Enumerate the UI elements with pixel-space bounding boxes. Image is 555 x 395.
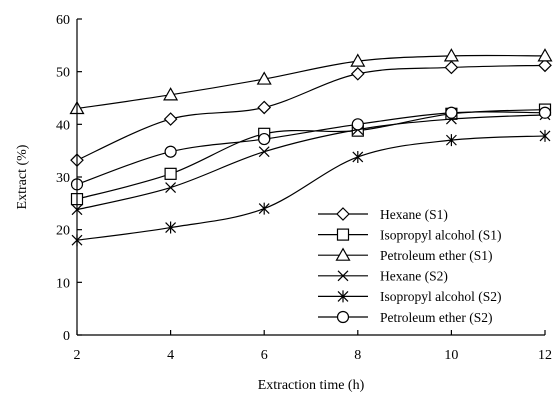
data-point-diamond-icon [257, 100, 272, 115]
data-point-circle-icon [538, 106, 552, 119]
series-line [76, 111, 546, 185]
series-4 [71, 109, 551, 216]
y-tick-label: 10 [56, 276, 70, 291]
data-point-asterisk-icon [258, 202, 270, 215]
series-2 [70, 103, 552, 206]
series-line [76, 54, 546, 110]
square-icon [336, 228, 350, 241]
data-point-triangle-icon [537, 48, 553, 62]
y-tick-label: 30 [56, 171, 70, 186]
data-point-triangle-icon [163, 87, 179, 101]
data-point-asterisk-icon [165, 221, 177, 234]
data-point-x-icon [165, 182, 177, 193]
data-point-diamond-icon [350, 66, 365, 81]
series-1 [70, 58, 552, 167]
x-icon [337, 270, 349, 282]
data-point-diamond-icon [163, 112, 178, 126]
x-tick-label: 12 [538, 348, 552, 363]
legend-label: Petroleum ether (S1) [380, 248, 492, 263]
legend-label: Isopropyl alcohol (S1) [380, 227, 501, 242]
data-point-diamond-icon [538, 58, 552, 73]
legend-entry: Petroleum ether (S2) [318, 310, 492, 325]
series-line [76, 114, 546, 211]
series-line [76, 135, 546, 241]
data-point-circle-icon [351, 118, 364, 131]
diamond-icon [336, 207, 350, 221]
x-tick-label: 6 [261, 348, 268, 363]
y-tick-label: 20 [56, 224, 70, 239]
data-point-asterisk-icon [352, 150, 364, 163]
x-tick-label: 8 [354, 348, 361, 363]
data-point-asterisk-icon [539, 129, 551, 142]
y-tick-label: 50 [56, 66, 70, 81]
y-axis-title: Extract (%) [15, 144, 30, 209]
data-point-asterisk-icon [445, 134, 457, 147]
series-line [76, 108, 546, 200]
data-point-circle-icon [258, 132, 271, 146]
data-point-diamond-icon [444, 60, 459, 75]
circle-icon [336, 310, 350, 324]
x-axis-title: Extraction time (h) [258, 378, 365, 393]
data-point-triangle-icon [443, 48, 459, 62]
legend-entry: Isopropyl alcohol (S1) [318, 227, 501, 242]
x-tick-label: 4 [167, 348, 174, 363]
data-point-circle-icon [445, 106, 458, 119]
series-3 [69, 48, 553, 115]
y-tick-label: 0 [63, 329, 70, 344]
series-line [76, 64, 546, 161]
legend-label: Hexane (S2) [380, 269, 448, 284]
asterisk-icon [337, 290, 349, 303]
legend-label: Hexane (S1) [380, 207, 448, 222]
legend-label: Isopropyl alcohol (S2) [380, 289, 501, 304]
data-point-square-icon [164, 167, 177, 180]
data-point-triangle-icon [256, 71, 272, 85]
data-point-x-icon [258, 146, 270, 158]
series-6 [70, 106, 552, 191]
legend-entry: Hexane (S2) [318, 269, 448, 284]
x-tick-label: 2 [74, 348, 81, 363]
data-point-circle-icon [164, 145, 177, 158]
triangle-icon [335, 247, 351, 261]
x-tick-label: 10 [444, 348, 458, 363]
data-point-triangle-icon [350, 53, 366, 67]
y-tick-label: 60 [56, 13, 70, 28]
axes: 2 4 6 8 10 12 0 10 20 30 40 50 60 Extraction time (h)… [15, 13, 552, 393]
legend-entry: Hexane (S1) [318, 207, 448, 222]
legend-entry: Petroleum ether (S1) [318, 247, 492, 263]
plot-area [69, 48, 553, 247]
y-tick-label: 40 [56, 118, 70, 133]
legend-entry: Isopropyl alcohol (S2) [318, 289, 501, 304]
legend-label: Petroleum ether (S2) [380, 310, 492, 325]
legend: Hexane (S1) Isopropyl alcohol (S1) Petrole… [318, 207, 501, 325]
